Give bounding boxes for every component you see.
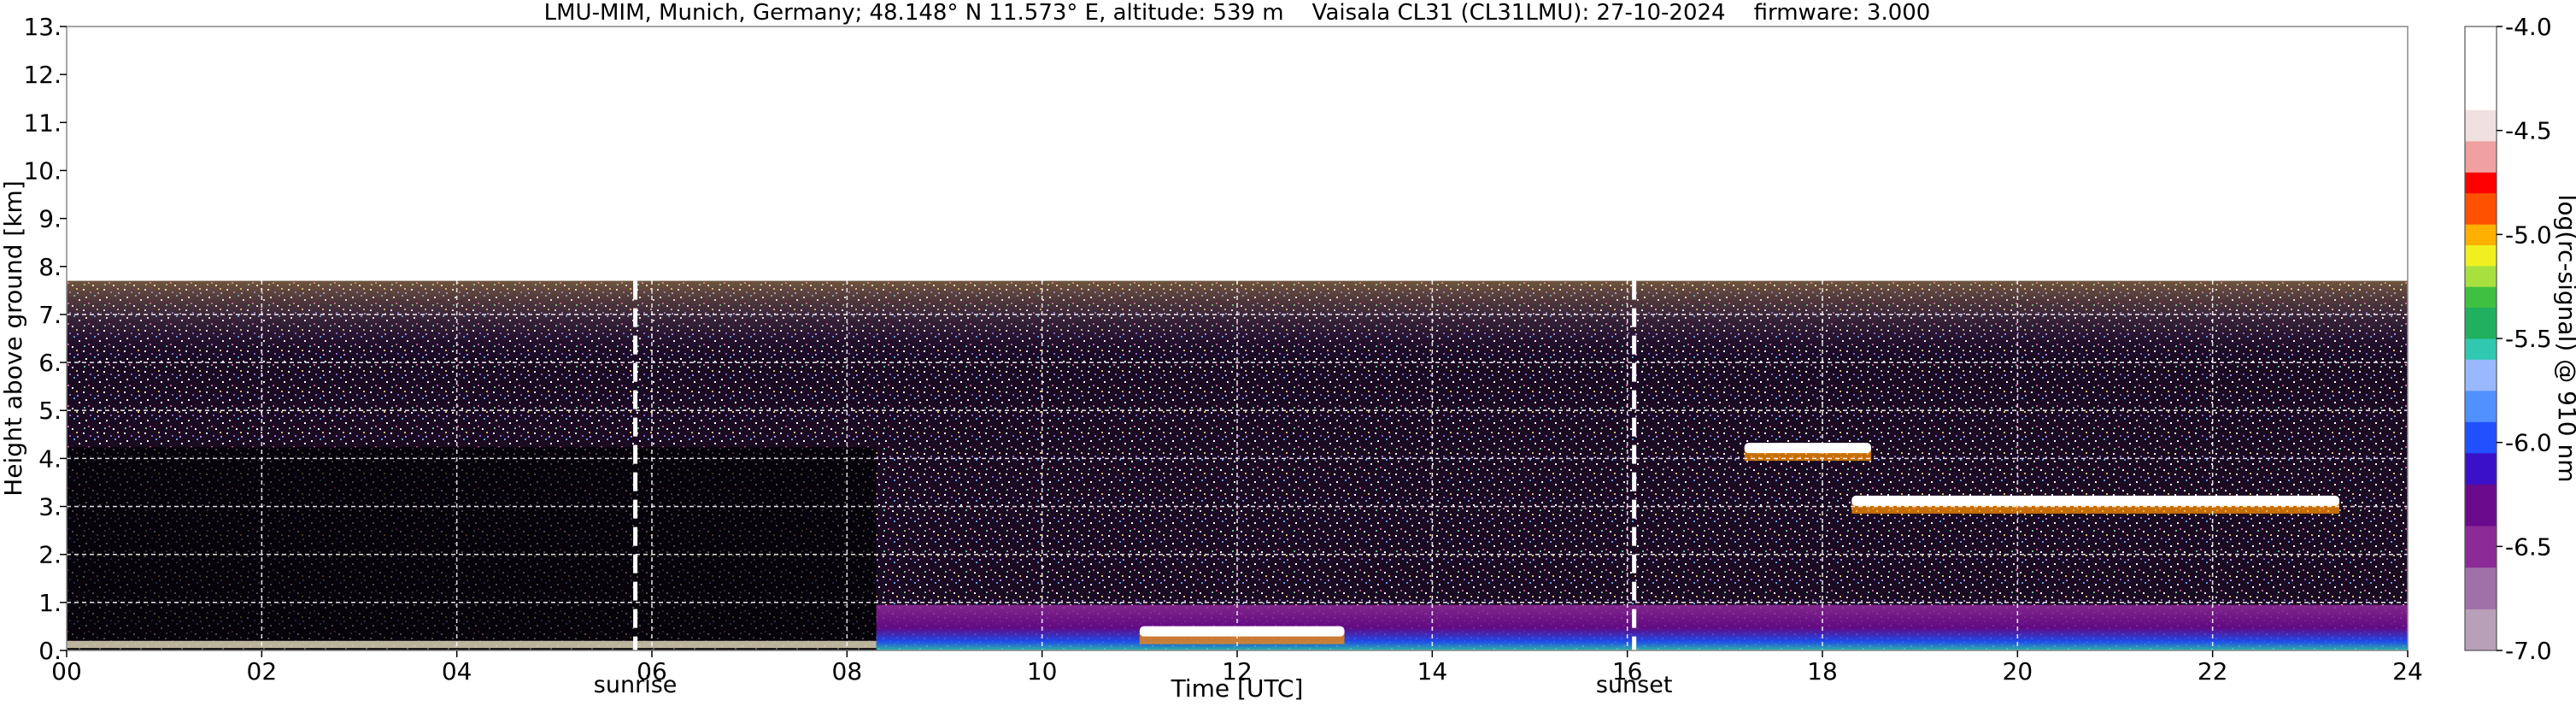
x-tick-label: 08 [832,657,863,685]
y-tick-label: 12. [23,61,62,89]
x-tick-label: 06 [637,657,667,685]
y-tick-label: 5. [38,397,62,425]
x-tick-label: 04 [442,657,472,685]
colorbar-segment [2465,567,2497,609]
colorbar-label: log(rc-signal) @ 910 nm [2553,195,2576,483]
night-dark-region [67,447,877,650]
event-label-sunrise: sunrise [594,672,678,698]
x-tick-label: 22 [2198,657,2228,685]
x-tick-label: 02 [247,657,278,685]
surface-return [67,640,877,649]
y-tick-label: 0. [38,637,62,665]
y-tick-label: 1. [38,589,62,617]
y-tick-label: 7. [38,301,62,329]
colorbar-tick-label: -5.5 [2505,325,2552,353]
colorbar-tick-label: -7.0 [2505,637,2552,665]
y-tick-label: 6. [38,349,62,377]
x-tick-label: 20 [2003,657,2033,685]
colorbar-segment [2465,192,2497,225]
colorbar-tick-label: -5.0 [2505,221,2552,249]
boundary-layer [876,604,2408,650]
colorbar-segment [2465,26,2497,110]
y-tick-label: 8. [38,253,62,281]
colorbar-segment [2465,244,2497,267]
colorbar-segment [2465,609,2497,651]
colorbar-tick-label: -4.5 [2505,117,2552,145]
x-tick-label: 00 [51,657,82,685]
colorbar: -4.0 -4.5 -5.0 -5.5 -6.0 -6.5 -7.0 [2464,13,2552,665]
cloud-base [1139,626,1345,637]
x-axis-label: Time [UTC] [1171,674,1304,703]
colorbar-segment [2465,265,2497,287]
colorbar-segment [2465,140,2497,173]
x-tick-label: 16 [1612,657,1643,685]
event-label-sunset: sunset [1596,672,1673,698]
colorbar-segment [2465,286,2497,308]
colorbar-tick-label: -6.0 [2505,429,2552,457]
x-tick-label: 12 [1222,657,1253,685]
colorbar-segment [2465,452,2497,485]
y-axis-label: Height above ground [km] [0,180,27,497]
chart-title: LMU-MIM, Munich, Germany; 48.148° N 11.5… [544,0,1931,26]
y-tick-label: 4. [38,444,62,473]
cloud-base [1744,443,1872,454]
x-tick-label: 24 [2392,657,2423,685]
y-tick-label: 13. [23,13,62,41]
x-tick-label: 10 [1027,657,1058,685]
colorbar-segment [2465,338,2497,360]
y-tick-label: 3. [38,493,62,521]
colorbar-segment [2465,421,2497,454]
x-tick-label: 14 [1417,657,1448,685]
cloud-layer [1851,495,2340,514]
cloud-base [1851,495,2340,506]
y-tick-label: 11. [23,109,62,137]
y-tick-label: 9. [38,205,62,233]
colorbar-segment [2465,307,2497,339]
colorbar-segment [2465,109,2497,142]
cloud-layer [1139,626,1345,644]
y-tick-label: 10. [23,156,62,185]
colorbar-segment [2465,390,2497,422]
colorbar-segment [2465,172,2497,194]
colorbar-segment [2465,224,2497,245]
colorbar-segment [2465,526,2497,568]
colorbar-tick-label: -4.0 [2505,13,2552,41]
plot-area [67,26,2408,650]
colorbar-segment [2465,359,2497,391]
x-tick-label: 18 [1807,657,1838,685]
colorbar-tick-label: -6.5 [2505,532,2552,561]
colorbar-segment [2465,484,2497,527]
y-tick-label: 2. [38,541,62,569]
